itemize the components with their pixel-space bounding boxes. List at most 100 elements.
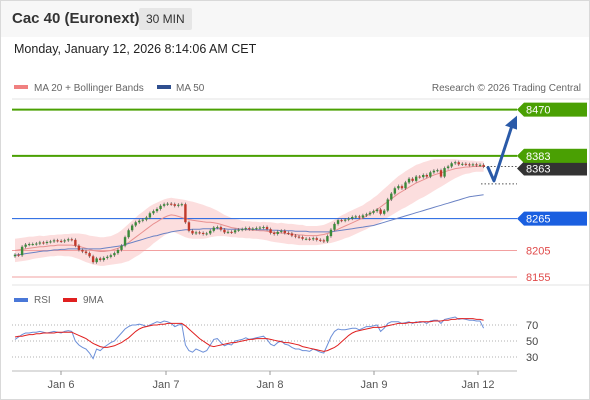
rsi-tick-70: 70 xyxy=(526,320,538,332)
candle-body xyxy=(294,235,297,237)
candle-body xyxy=(290,233,294,236)
candle-body xyxy=(42,242,45,244)
candle-body xyxy=(326,236,329,242)
candle-body xyxy=(152,211,155,214)
level-tag-8265 xyxy=(517,211,587,226)
candle-body xyxy=(422,174,425,178)
candle-body xyxy=(454,162,457,164)
candle-body xyxy=(13,254,17,257)
candle-body xyxy=(209,230,212,234)
x-axis: Jan 6 Jan 7 Jan 8 Jan 9 Jan 12 xyxy=(48,371,495,391)
legend-ma20-label: MA 20 + Bollinger Bands xyxy=(34,83,144,94)
candle-body xyxy=(138,220,141,223)
candle-body xyxy=(28,244,31,246)
candle-body xyxy=(223,229,226,233)
candle-body xyxy=(429,172,432,177)
level-tag-8363 xyxy=(517,161,587,176)
level-tag-text-8265: 8265 xyxy=(526,214,550,226)
candle-body xyxy=(31,244,34,246)
candle-body xyxy=(464,163,468,165)
candle-body xyxy=(304,238,308,240)
legend-ma20-swatch xyxy=(14,85,28,89)
candle-body xyxy=(173,204,176,206)
candle-body xyxy=(226,231,230,233)
legend-ma50-swatch xyxy=(157,85,171,89)
candle-body xyxy=(155,209,159,212)
candle-body xyxy=(191,230,194,234)
candle-body xyxy=(248,228,251,230)
candle-body xyxy=(397,186,400,189)
candle-body xyxy=(255,228,258,230)
candle-body xyxy=(20,246,24,256)
chart-header: Cac 40 (Euronext) 30 MIN xyxy=(1,1,589,37)
level-tag-text-8383: 8383 xyxy=(526,151,550,163)
candle-body xyxy=(35,243,38,245)
candle-body xyxy=(166,203,169,205)
candle-body xyxy=(368,212,372,215)
candle-body xyxy=(354,216,357,218)
candle-body xyxy=(205,233,208,235)
candle-body xyxy=(177,204,180,206)
candle-body xyxy=(258,227,262,229)
level-tag-8470 xyxy=(517,102,587,117)
candle-body xyxy=(116,249,120,254)
timeframe-badge[interactable]: 30 MIN xyxy=(139,8,192,30)
candle-body xyxy=(24,244,27,247)
price-levels xyxy=(12,108,517,278)
candle-body xyxy=(383,210,386,214)
x-tick-label: Jan 7 xyxy=(153,379,180,391)
candle-body xyxy=(301,237,304,239)
bollinger-band xyxy=(15,159,484,266)
candle-body xyxy=(230,231,233,233)
candle-body xyxy=(269,229,272,233)
candle-body xyxy=(77,245,81,250)
x-tick-label: Jan 9 xyxy=(361,379,388,391)
candle-body xyxy=(81,249,84,252)
candle-body xyxy=(265,227,269,230)
candle-body xyxy=(272,232,276,234)
candle-body xyxy=(233,230,237,233)
candle-body xyxy=(241,229,244,231)
candle-body xyxy=(251,228,255,230)
legend-rsi-label: RSI xyxy=(34,295,51,306)
bollinger-band-fill xyxy=(15,159,484,266)
candle-body xyxy=(432,170,436,173)
candle-body xyxy=(134,222,137,226)
candle-body xyxy=(109,255,113,257)
candle-body xyxy=(390,193,393,200)
x-tick-label: Jan 6 xyxy=(48,379,75,391)
candle-body xyxy=(329,229,333,237)
candle-body xyxy=(333,223,336,230)
candle-body xyxy=(198,232,201,234)
candle-body xyxy=(17,254,20,256)
candle-body xyxy=(59,240,63,242)
candle-body xyxy=(184,204,187,223)
candle-body xyxy=(482,164,485,167)
candle-body xyxy=(52,240,56,242)
candle-body xyxy=(95,258,98,263)
candle-body xyxy=(379,209,382,214)
candle-body xyxy=(386,199,389,211)
candle-body xyxy=(312,238,315,240)
rsi-tick-30: 30 xyxy=(526,352,538,364)
candle-body xyxy=(319,239,322,241)
projection-arrowhead xyxy=(505,115,517,130)
candle-body xyxy=(276,231,279,234)
candle-body xyxy=(67,239,70,241)
candle-body xyxy=(322,240,326,242)
candle-body xyxy=(425,174,428,177)
candle-body xyxy=(343,219,347,221)
candle-body xyxy=(439,170,443,177)
rsi-tick-50: 50 xyxy=(526,336,538,348)
candle-body xyxy=(404,182,407,189)
candle-body xyxy=(70,239,73,241)
candle-body xyxy=(375,209,379,212)
candle-body xyxy=(457,162,460,165)
level-tag-text-8205: 8205 xyxy=(526,245,550,257)
candle-body xyxy=(478,164,482,166)
candle-body xyxy=(170,203,173,205)
candle-body xyxy=(84,251,88,254)
legend-rsi-ma-label: 9MA xyxy=(83,295,104,306)
candle-body xyxy=(201,232,205,234)
